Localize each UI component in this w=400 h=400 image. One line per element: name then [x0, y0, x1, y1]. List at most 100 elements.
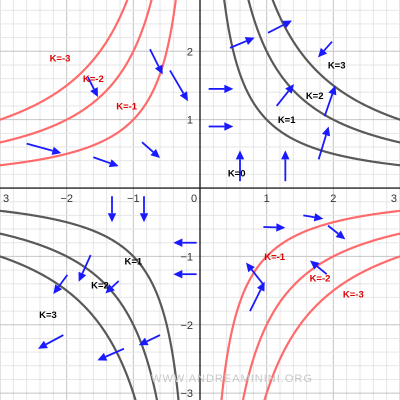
- x-tick-label: −1: [127, 193, 140, 205]
- curve-label: K=-3: [50, 54, 71, 65]
- field-arrow: [310, 260, 328, 275]
- y-tick-label: −2: [180, 320, 193, 332]
- curve-label: K=1: [278, 115, 296, 126]
- x-tick-label: −2: [60, 193, 73, 205]
- field-arrow: [249, 281, 265, 312]
- field-arrow: [317, 126, 331, 160]
- arrow-head: [173, 269, 183, 279]
- arrow-shaft: [45, 334, 64, 346]
- curve-k-2: [0, 232, 159, 400]
- field-arrow: [138, 334, 161, 346]
- arrow-shaft: [317, 134, 327, 160]
- curve-label: K=1: [124, 257, 142, 268]
- field-arrow: [105, 280, 120, 294]
- field-arrow: [281, 150, 290, 182]
- curve-label: K=-2: [310, 274, 331, 285]
- arrow-head: [107, 213, 117, 223]
- arrow-head: [224, 122, 234, 131]
- field-arrow: [78, 254, 92, 282]
- curve-k-1: [0, 209, 180, 400]
- watermark: WWW.ANDREAMININI.ORG: [151, 373, 313, 385]
- x-tick-label: 3: [3, 193, 9, 205]
- arrow-shaft: [149, 48, 160, 67]
- field-arrow: [275, 84, 294, 107]
- curve-k-1: [223, 0, 400, 167]
- curve-label: K=-1: [116, 101, 138, 112]
- arrow-head: [53, 284, 63, 295]
- field-arrow: [267, 20, 292, 34]
- arrow-head: [105, 284, 115, 294]
- field-arrow: [208, 84, 234, 94]
- arrow-shaft: [57, 274, 69, 288]
- arrow-shaft: [146, 334, 161, 343]
- curve-label: K=-3: [343, 289, 364, 300]
- arrow-shaft: [303, 214, 315, 219]
- arrow-shaft: [250, 269, 265, 286]
- arrow-head: [335, 230, 346, 240]
- y-tick-label: −1: [180, 251, 193, 263]
- arrow-head: [246, 262, 255, 273]
- curve-label: K=2: [91, 281, 109, 292]
- y-tick-label: 2: [187, 46, 193, 58]
- arrow-shaft: [26, 142, 53, 152]
- arrow-head: [322, 126, 331, 137]
- curve-label: K=-1: [264, 252, 286, 263]
- curve-k-neg-2: [0, 0, 153, 144]
- arrow-shaft: [105, 347, 125, 358]
- y-tick-label: −3: [180, 388, 193, 400]
- arrow-shaft: [229, 40, 247, 49]
- arrow-head: [328, 85, 337, 96]
- x-tick-label: 1: [264, 193, 270, 205]
- curve-k-neg-3: [0, 0, 129, 121]
- arrow-head: [154, 64, 163, 75]
- field-arrow: [235, 150, 245, 182]
- arrow-head: [90, 87, 98, 98]
- field-arrow: [173, 269, 197, 279]
- x-tick-label: 3: [391, 193, 397, 205]
- field-arrow: [53, 274, 69, 295]
- y-tick-label: 1: [187, 115, 193, 127]
- curve-label: K=3: [328, 60, 346, 71]
- arrow-head: [285, 84, 294, 94]
- x-tick-label: 0: [191, 193, 197, 205]
- arrow-head: [235, 150, 245, 160]
- arrow-shaft: [323, 93, 334, 117]
- curve-k-3: [0, 255, 137, 400]
- arrow-shaft: [267, 23, 285, 34]
- arrow-head: [276, 223, 286, 232]
- arrow-head: [173, 238, 183, 247]
- arrow-head: [138, 337, 149, 346]
- field-arrow: [303, 213, 324, 222]
- field-arrow: [229, 37, 255, 49]
- arrow-shaft: [169, 69, 185, 94]
- arrow-head: [244, 37, 255, 45]
- arrow-shaft: [141, 141, 154, 153]
- field-arrow: [93, 156, 119, 168]
- arrow-head: [224, 84, 234, 94]
- curve-label: K=0: [228, 168, 246, 179]
- arrow-head: [179, 91, 188, 102]
- field-arrow: [141, 141, 160, 158]
- arrow-shaft: [81, 254, 92, 274]
- field-arrow: [169, 69, 188, 102]
- arrow-head: [318, 47, 328, 58]
- arrows-layer: [26, 20, 346, 361]
- field-arrow: [327, 224, 346, 240]
- field-arrow: [323, 85, 337, 117]
- arrow-head: [150, 148, 160, 158]
- arrow-shaft: [87, 76, 95, 90]
- field-arrow: [318, 41, 333, 58]
- arrow-shaft: [93, 156, 111, 165]
- arrow-head: [108, 159, 119, 168]
- curve-k-neg-1: [0, 0, 177, 167]
- curve-k-neg-3: [263, 255, 400, 400]
- arrow-head: [310, 260, 320, 270]
- curve-label: K=3: [39, 310, 57, 321]
- arrow-head: [78, 271, 87, 282]
- field-arrow: [173, 238, 197, 247]
- field-arrow: [149, 48, 163, 75]
- arrow-shaft: [323, 41, 333, 52]
- x-tick-label: 2: [330, 193, 336, 205]
